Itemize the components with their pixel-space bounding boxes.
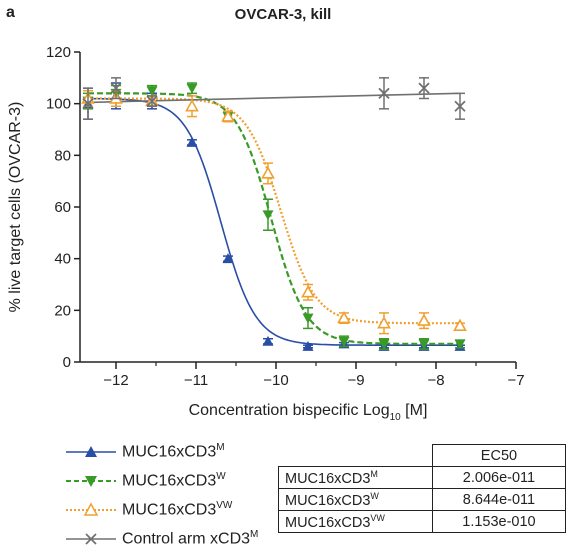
data-point-series-0 [222,253,234,264]
data-point-series-2 [301,285,315,298]
data-point-series-1 [186,83,198,94]
ec50-row-value: 2.006e-011 [431,466,566,489]
legend-symbol-muc16-m [66,445,116,457]
x-tick-label: −10 [263,372,288,389]
data-point-series-2 [453,318,467,332]
legend-item-muc16-m: MUC16xCD3M [66,437,258,466]
legend-item-control: Control arm xCD3M [66,524,258,553]
x-tick-label: −8 [427,372,444,389]
data-point-series-3 [82,98,94,110]
fit-curve-series-3 [87,92,461,104]
ec50-table-corner [278,444,433,467]
legend-label-muc16-w: MUC16xCD3W [122,470,226,490]
data-point-series-3 [378,87,390,99]
ec50-table-header-row: EC50 [278,444,566,467]
fit-curve-series-2 [88,97,460,325]
y-tick-label: 80 [54,147,71,164]
y-axis-label: % live target cells (OVCAR-3) [7,102,24,313]
ec50-row-name: MUC16xCD3VW [278,510,433,533]
legend-label-muc16-vw: MUC16xCD3VW [122,499,233,519]
data-point-series-2 [417,313,431,326]
data-point-series-1 [262,210,274,221]
legend-item-muc16-vw: MUC16xCD3VW [66,495,258,524]
data-point-series-2 [337,310,351,324]
ec50-row-value: 8.644e-011 [431,488,566,511]
y-tick-label: 20 [54,302,71,319]
x-tick-label: −11 [184,372,208,389]
y-tick-label: 100 [46,96,71,113]
legend-label-muc16-m: MUC16xCD3M [122,441,225,461]
x-tick-label: −9 [347,372,364,389]
legend-symbol-muc16-vw [66,501,116,516]
data-point-series-3 [418,82,430,94]
data-point-series-3 [454,100,466,112]
fit-curve-series-1 [88,92,460,345]
ec50-row-name: MUC16xCD3W [278,488,433,511]
data-point-series-2 [221,109,235,122]
x-tick-label: −12 [103,372,128,389]
y-tick-label: 40 [54,251,71,268]
data-point-series-1 [454,339,466,350]
y-tick-label: 120 [46,44,71,61]
legend-item-muc16-w: MUC16xCD3W [66,466,258,495]
legend-symbol-control [66,532,116,545]
ec50-row: MUC16xCD3VW 1.153e-010 [278,510,566,533]
legend-label-control: Control arm xCD3M [122,528,259,548]
ec50-table: EC50 MUC16xCD3M 2.006e-011 MUC16xCD3W 8.… [278,444,566,533]
data-point-series-1 [378,339,390,350]
ec50-row-value: 1.153e-010 [431,510,566,533]
chart-title: OVCAR-3, kill [234,6,332,23]
x-tick-label: −7 [507,372,524,389]
data-point-series-1 [302,313,314,324]
ec50-header: EC50 [431,444,566,467]
panel-label: a [6,4,15,21]
data-point-series-2 [261,166,275,179]
y-tick-label: 0 [63,354,71,371]
data-point-series-0 [186,136,198,147]
legend: MUC16xCD3M MUC16xCD3W MUC16xCD3VW Contro… [66,437,258,553]
ec50-row-name: MUC16xCD3M [278,466,433,489]
data-point-series-1 [338,336,350,347]
data-point-series-3 [110,82,122,94]
data-point-series-1 [418,339,430,350]
x-axis-label: Concentration bispecific Log10 [M] [189,402,428,423]
y-tick-label: 60 [54,199,71,216]
ec50-row: MUC16xCD3W 8.644e-011 [278,488,566,511]
data-point-series-3 [146,95,158,107]
fit-curve-series-0 [88,97,460,347]
data-point-series-0 [302,341,314,351]
data-point-series-2 [185,99,199,112]
data-point-series-0 [262,335,274,346]
legend-symbol-muc16-w [66,475,116,487]
ec50-row: MUC16xCD3M 2.006e-011 [278,466,566,489]
data-point-series-1 [146,86,158,97]
data-point-series-2 [377,316,391,329]
